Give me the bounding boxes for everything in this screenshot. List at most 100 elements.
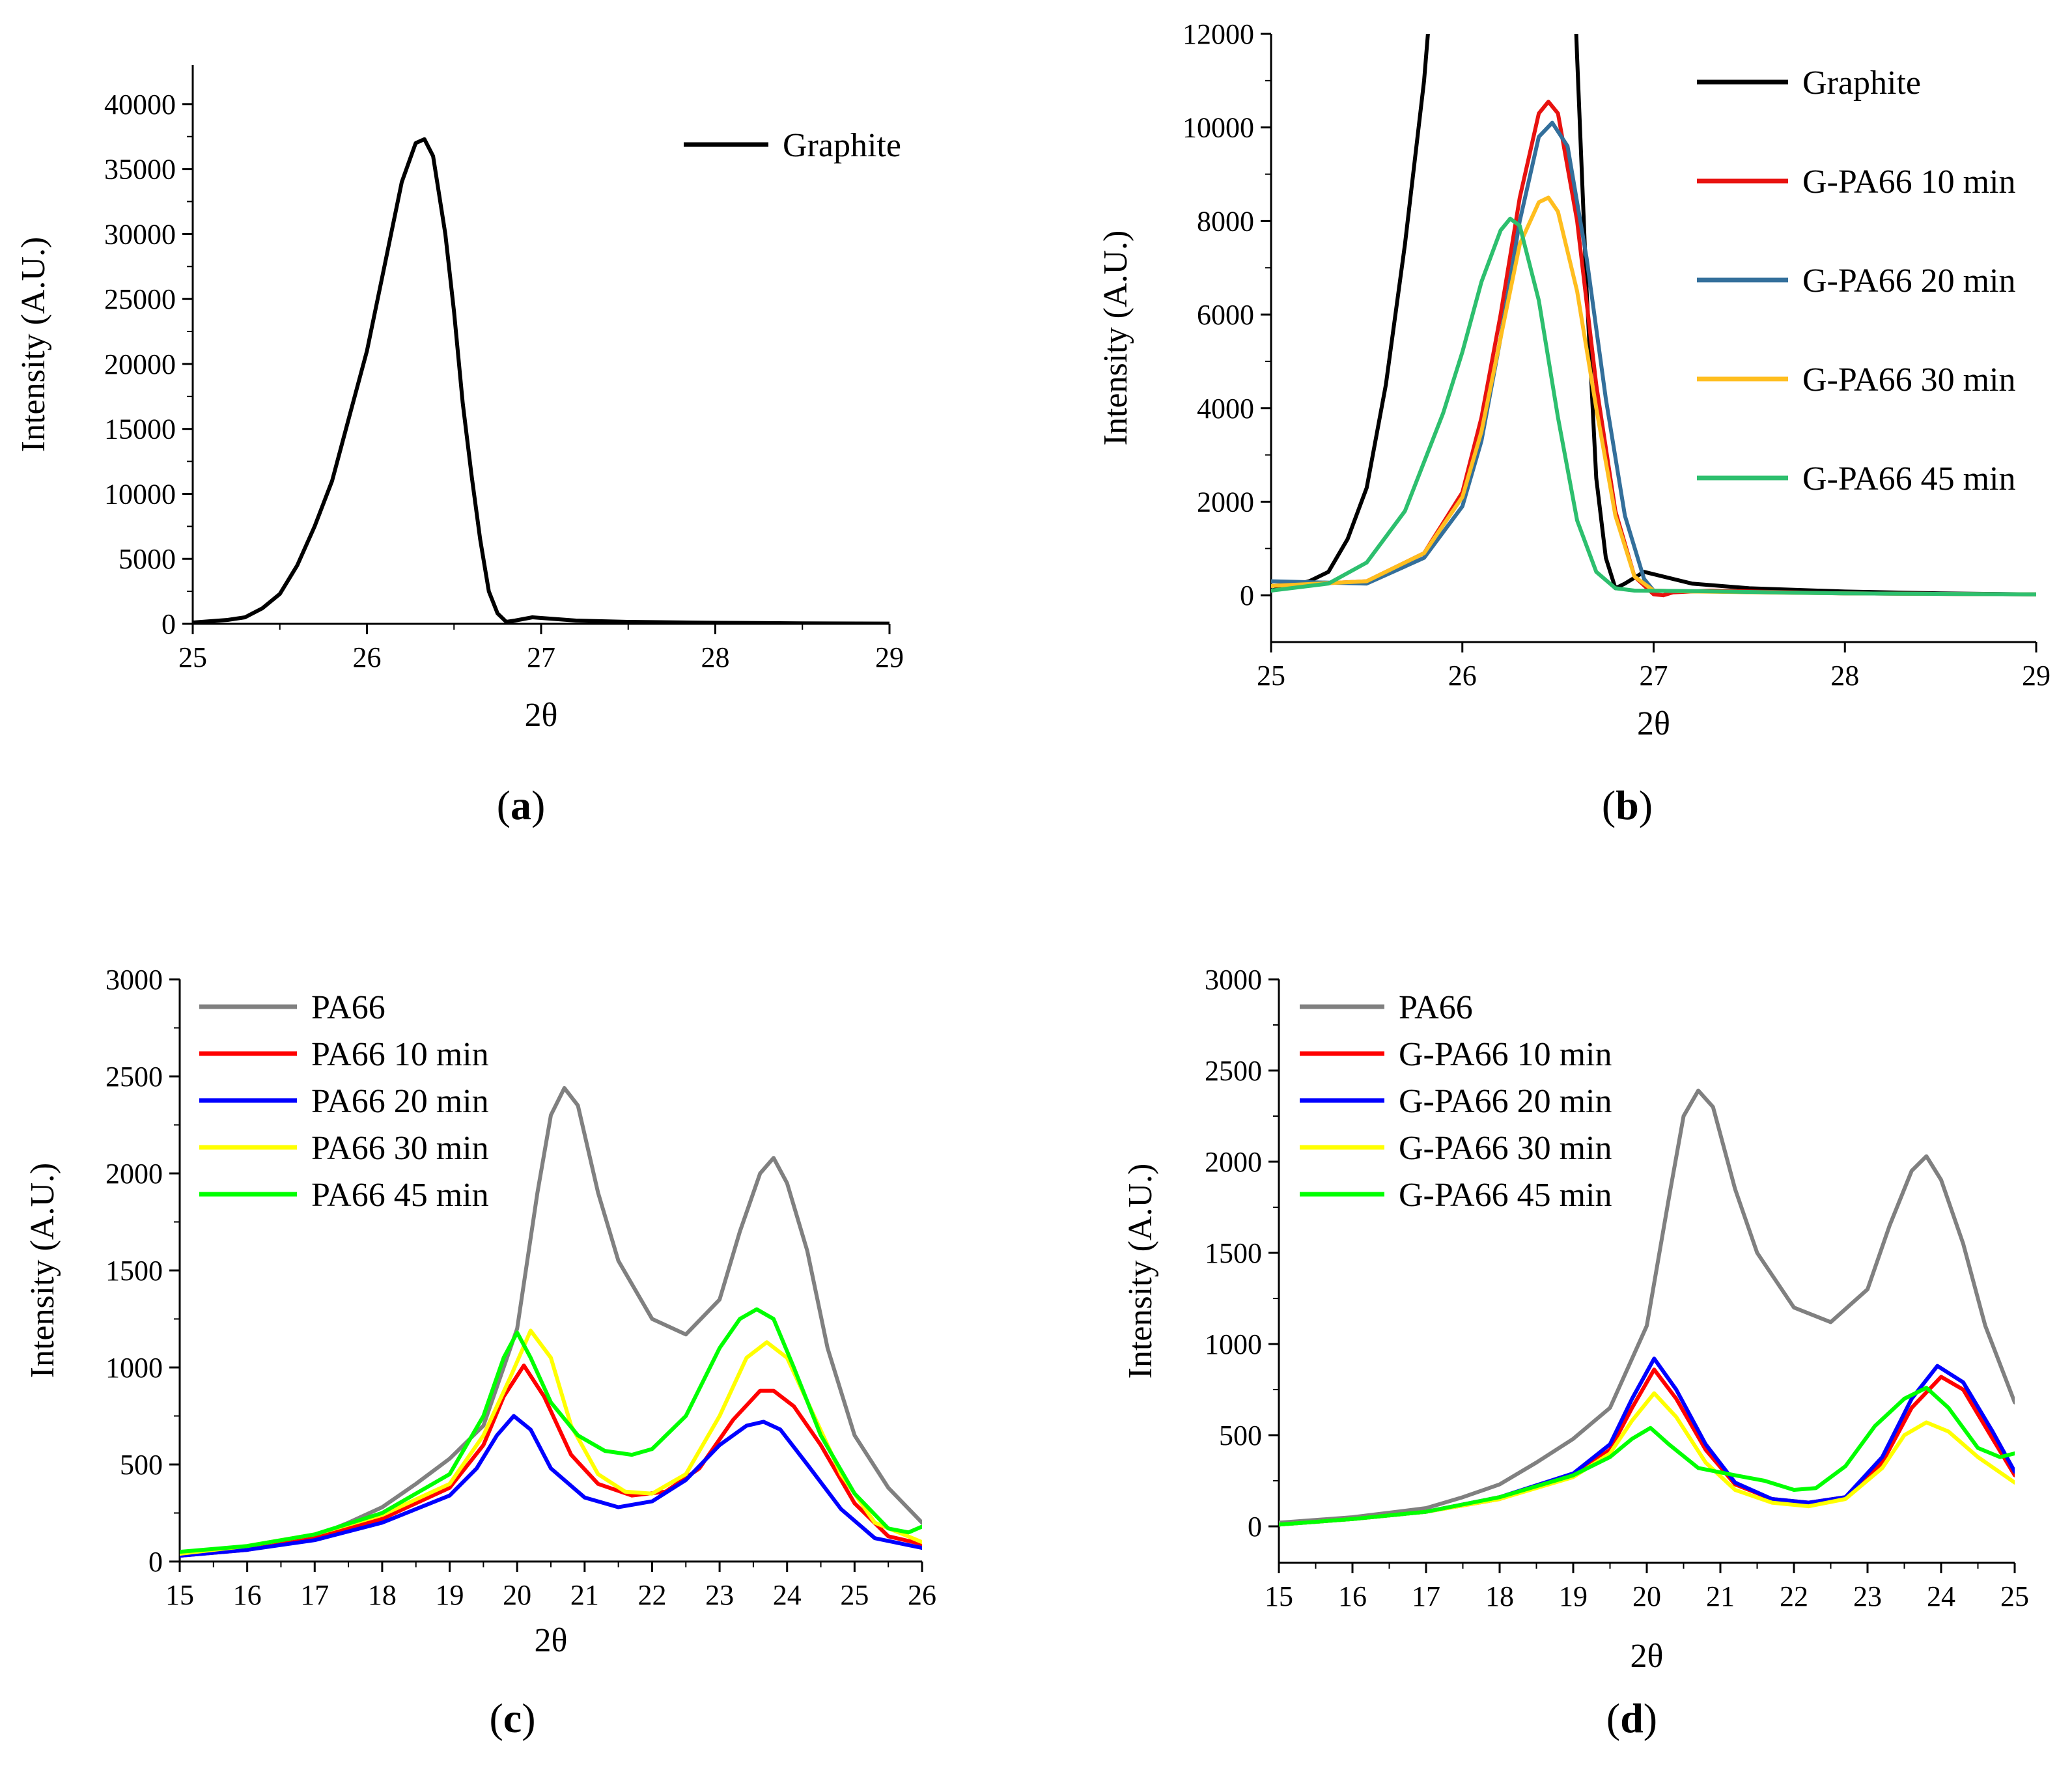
caption-letter: c bbox=[503, 1695, 522, 1741]
x-tick-label: 21 bbox=[570, 1579, 599, 1611]
x-tick-label: 25 bbox=[840, 1579, 869, 1611]
x-tick-label: 23 bbox=[705, 1579, 734, 1611]
y-tick-label: 25000 bbox=[104, 283, 176, 315]
panel-caption: (b) bbox=[1602, 782, 1653, 828]
series-line-pa66-20-min bbox=[180, 1414, 922, 1558]
y-axis-title: Intensity (A.U.) bbox=[15, 237, 52, 453]
y-tick-label: 0 bbox=[1240, 580, 1254, 611]
caption-close: ) bbox=[531, 782, 545, 828]
legend-label-pa66-10-min: PA66 10 min bbox=[311, 1036, 489, 1073]
y-tick-label: 6000 bbox=[1197, 299, 1254, 331]
y-tick-label: 1000 bbox=[1205, 1328, 1262, 1360]
caption-open: ( bbox=[497, 782, 511, 828]
series-group bbox=[193, 137, 889, 624]
x-tick-label: 27 bbox=[527, 641, 555, 673]
series-line-pa66 bbox=[180, 1086, 922, 1558]
caption-close: ) bbox=[522, 1695, 535, 1741]
legend: Graphite G-PA66 10 min G-PA66 20 min G-PA66… bbox=[1697, 64, 2015, 497]
y-tick-label: 2000 bbox=[1205, 1146, 1262, 1178]
legend-label-pa66: PA66 bbox=[1399, 989, 1473, 1026]
x-tick-label: 25 bbox=[1257, 660, 1285, 692]
y-tick-label: 35000 bbox=[104, 154, 176, 186]
y-tick-label: 5000 bbox=[119, 543, 176, 575]
series-line-pa66-10-min bbox=[180, 1364, 922, 1558]
y-tick-label: 1000 bbox=[105, 1352, 163, 1384]
x-axis-title: 2θ bbox=[535, 1622, 568, 1659]
x-tick-label: 16 bbox=[233, 1579, 262, 1611]
x-tick-label: 16 bbox=[1338, 1580, 1367, 1612]
x-tick-label: 28 bbox=[701, 641, 730, 673]
panel-caption: (a) bbox=[497, 782, 546, 828]
legend-label-g-pa66-45-min: G-PA66 45 min bbox=[1399, 1177, 1612, 1214]
y-tick-label: 4000 bbox=[1197, 393, 1254, 425]
series-line-g-pa66-45-min bbox=[1271, 216, 2036, 596]
chart-panel-a: 25 26 27 28 29 0 5000 10000 15000 20000 25000 30000… bbox=[15, 65, 904, 828]
caption-open: ( bbox=[1606, 1695, 1620, 1741]
y-tick-label: 0 bbox=[1248, 1511, 1262, 1543]
legend-label-pa66-30-min: PA66 30 min bbox=[311, 1130, 489, 1167]
x-tick-label: 29 bbox=[875, 641, 904, 673]
caption-open: ( bbox=[1602, 782, 1616, 828]
x-tick-label: 29 bbox=[2022, 660, 2051, 692]
legend-label-graphite: Graphite bbox=[783, 127, 901, 164]
series-group bbox=[1271, 34, 2036, 598]
x-axis-title: 2θ bbox=[525, 697, 558, 734]
x-tick-label: 26 bbox=[353, 641, 382, 673]
legend-label-pa66-20-min: PA66 20 min bbox=[311, 1083, 489, 1120]
series-group bbox=[180, 1086, 922, 1558]
y-tick-label: 8000 bbox=[1197, 205, 1254, 237]
y-tick-label: 0 bbox=[161, 608, 176, 640]
caption-letter: a bbox=[511, 782, 531, 828]
y-tick-label: 1500 bbox=[1205, 1237, 1262, 1269]
caption-close: ) bbox=[1644, 1695, 1657, 1741]
series-line-pa66-45-min bbox=[180, 1307, 922, 1554]
x-tick-label: 28 bbox=[1830, 660, 1859, 692]
series-line-graphite bbox=[1271, 34, 2036, 596]
x-tick-label: 25 bbox=[178, 641, 207, 673]
y-tick-label: 1500 bbox=[105, 1255, 163, 1287]
series-line-g-pa66-10-min bbox=[1279, 1367, 2015, 1527]
series-line-pa66-30-min bbox=[180, 1328, 922, 1556]
y-axis-title: Intensity (A.U.) bbox=[1097, 231, 1134, 446]
legend-label-g-pa66-10-min: G-PA66 10 min bbox=[1802, 163, 2015, 201]
y-tick-label: 20000 bbox=[104, 348, 176, 380]
legend-label-pa66-45-min: PA66 45 min bbox=[311, 1177, 489, 1214]
x-tick-label: 26 bbox=[1448, 660, 1477, 692]
y-axis-title: Intensity (A.U.) bbox=[24, 1163, 61, 1379]
x-tick-label: 18 bbox=[1485, 1580, 1514, 1612]
y-tick-label: 15000 bbox=[104, 413, 176, 445]
x-tick-label: 24 bbox=[773, 1579, 802, 1611]
x-tick-label: 25 bbox=[2000, 1580, 2029, 1612]
y-tick-label: 2000 bbox=[1197, 486, 1254, 518]
y-tick-label: 2500 bbox=[1205, 1055, 1262, 1087]
legend: PA66 G-PA66 10 min G-PA66 20 min G-PA66 30 … bbox=[1300, 989, 1612, 1214]
y-tick-label: 500 bbox=[1219, 1420, 1262, 1451]
y-tick-label: 10000 bbox=[1183, 112, 1254, 144]
legend: PA66 PA66 10 min PA66 20 min PA66 30 min PA6… bbox=[199, 989, 489, 1214]
series-line-g-pa66-45-min bbox=[1279, 1386, 2015, 1527]
x-tick-label: 21 bbox=[1706, 1580, 1735, 1612]
x-tick-label: 22 bbox=[1780, 1580, 1808, 1612]
y-tick-label: 3000 bbox=[105, 964, 163, 996]
x-tick-label: 27 bbox=[1640, 660, 1668, 692]
series-group bbox=[1279, 1088, 2015, 1527]
caption-letter: d bbox=[1620, 1695, 1644, 1741]
legend-label-g-pa66-10-min: G-PA66 10 min bbox=[1399, 1036, 1612, 1073]
x-tick-label: 23 bbox=[1853, 1580, 1882, 1612]
panel-caption: (d) bbox=[1606, 1695, 1657, 1741]
legend-label-g-pa66-20-min: G-PA66 20 min bbox=[1802, 262, 2015, 300]
x-tick-label: 17 bbox=[300, 1579, 329, 1611]
x-tick-label: 26 bbox=[908, 1579, 936, 1611]
y-tick-label: 3000 bbox=[1205, 964, 1262, 996]
y-tick-label: 2500 bbox=[105, 1061, 163, 1093]
x-axis-title: 2θ bbox=[1631, 1638, 1664, 1675]
y-axis-title: Intensity (A.U.) bbox=[1122, 1164, 1159, 1379]
series-line-graphite bbox=[193, 137, 889, 624]
legend: Graphite bbox=[684, 127, 901, 164]
x-tick-label: 22 bbox=[637, 1579, 666, 1611]
chart-panel-b: 25 26 27 28 29 0 2000 4000 6000 8000 10000 12000 2θ I… bbox=[1097, 18, 2051, 828]
chart-panel-d: 15 16 17 18 19 20 21 22 23 24 25 0 500 1000 1500 2000 25… bbox=[1122, 964, 2029, 1741]
legend-label-graphite: Graphite bbox=[1802, 64, 1921, 102]
x-axis-title: 2θ bbox=[1637, 705, 1670, 742]
y-tick-label: 500 bbox=[120, 1449, 163, 1481]
